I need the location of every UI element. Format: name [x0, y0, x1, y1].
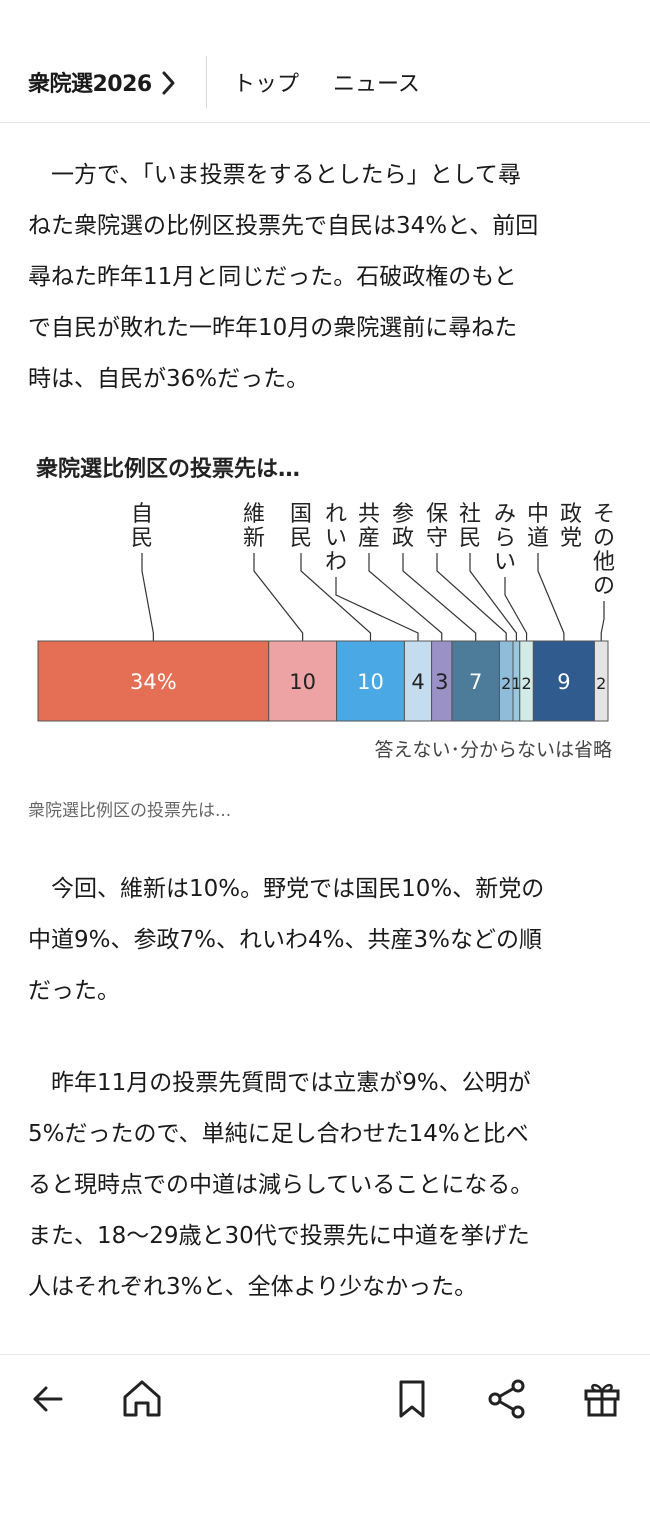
home-icon[interactable] — [116, 1373, 168, 1425]
header-divider — [206, 56, 207, 108]
article-paragraph-3: 昨年11月の投票先質問では立憲が9%、公明が 5%だったので、単純に足し合わせた… — [28, 1058, 628, 1313]
chart-caption: 衆院選比例区の投票先は... — [28, 801, 232, 821]
leader-line — [300, 553, 372, 641]
category-label: 政党 — [560, 502, 582, 551]
text-line: だった。 — [28, 978, 120, 1004]
text-line: 時は、自民が36%だった。 — [28, 366, 310, 392]
category-label: 維新 — [243, 502, 265, 551]
category-label: 共産 — [358, 502, 380, 551]
leader-line — [335, 577, 419, 641]
text-line: 人はそれぞれ3%と、全体より少なかった。 — [28, 1274, 478, 1300]
leader-line — [253, 553, 304, 641]
text-line: 5%だったので、単純に足し合わせた14%と比べ — [28, 1121, 529, 1147]
bar-segment — [37, 640, 270, 722]
bar-segment — [268, 640, 338, 722]
leader-line — [537, 553, 565, 641]
article-paragraph-1: 一方で、「いま投票をするとしたら」として尋 ねた衆院選の比例区投票先で自民は34… — [28, 150, 628, 405]
nav-top[interactable]: トップ — [233, 72, 300, 97]
text-line: 今回、維新は10%。野党では国民10%、新党の — [28, 876, 545, 902]
leader-line — [141, 553, 154, 641]
bar-value-label: 4 — [411, 670, 424, 694]
chart-title: 衆院選比例区の投票先は… — [36, 456, 300, 482]
bar-value-label: 10 — [357, 670, 384, 694]
text-line: 中道9%、参政7%、れいわ4%、共産3%などの順 — [28, 927, 542, 953]
bar-value-label: 34% — [130, 670, 177, 694]
bar-value-label: 2 — [521, 674, 531, 693]
back-arrow-icon[interactable] — [21, 1373, 73, 1425]
article-paragraph-2: 今回、維新は10%。野党では国民10%、新党の 中道9%、参政7%、れいわ4%、… — [28, 864, 628, 1017]
nav-news[interactable]: ニュース — [333, 72, 420, 97]
share-icon[interactable] — [481, 1373, 533, 1425]
bar-value-label: 1 — [511, 674, 521, 693]
category-label: 保守 — [426, 502, 448, 551]
category-label: その他の — [593, 502, 615, 599]
text-line: で自民が敗れた一昨年10月の衆院選前に尋ねた — [28, 315, 518, 341]
chart-note: 答えない･分からないは省略 — [374, 739, 612, 761]
leader-line — [600, 601, 605, 641]
bar-value-label: 7 — [469, 670, 482, 694]
text-line: また、18〜29歳と30代で投票先に中道を挙げた — [28, 1223, 530, 1249]
text-line: ねた衆院選の比例区投票先で自民は34%と、前回 — [28, 213, 539, 239]
bar-value-label: 9 — [557, 670, 570, 694]
chart-svg: 衆院選比例区の投票先は… 自民 維新国民れいわ共産参政保守社民みらい中道政党その他… — [36, 456, 615, 761]
bar-value-label: 3 — [435, 670, 448, 694]
category-label: 中道 — [527, 502, 549, 551]
text-line: 尋ねた昨年11月と同じだった。石破政権のもと — [28, 264, 517, 290]
leader-line — [436, 553, 507, 641]
category-label: みらい — [494, 502, 516, 575]
bookmark-icon[interactable] — [386, 1373, 438, 1425]
leader-line — [504, 577, 528, 641]
text-line: ると現時点での中道は減らしていることになる。 — [28, 1172, 534, 1198]
category-label: 社民 — [459, 502, 481, 551]
vote-share-chart[interactable]: 衆院選比例区の投票先は… 自民 維新 国民 れいわ 共産 参政 保守 社民 みらい 中道 政党 その他… — [30, 443, 630, 783]
leader-line — [469, 553, 517, 641]
text-line: 一方で、「いま投票をするとしたら」として尋 — [28, 162, 521, 188]
category-label: 自民 — [131, 502, 153, 551]
bar-value-label: 2 — [596, 674, 606, 693]
bar-segment — [532, 640, 595, 722]
text-line: 昨年11月の投票先質問では立憲が9%、公明が — [28, 1070, 531, 1096]
bar-value-label: 10 — [289, 670, 316, 694]
gift-icon[interactable] — [576, 1373, 628, 1425]
leader-line — [368, 553, 443, 641]
category-label: 国民 — [290, 502, 312, 551]
section-link[interactable]: 衆院選2026 — [28, 72, 152, 97]
category-label: れいわ — [325, 502, 347, 575]
bar-value-label: 2 — [501, 674, 511, 693]
bottom-nav — [0, 1354, 650, 1445]
top-header: 衆院選2026 トップ ニュース — [0, 0, 650, 123]
bar-segment — [336, 640, 405, 722]
chevron-right-icon[interactable] — [160, 70, 178, 96]
bar-segment — [593, 640, 609, 722]
category-label: 参政 — [392, 502, 414, 551]
leader-line — [402, 553, 477, 641]
